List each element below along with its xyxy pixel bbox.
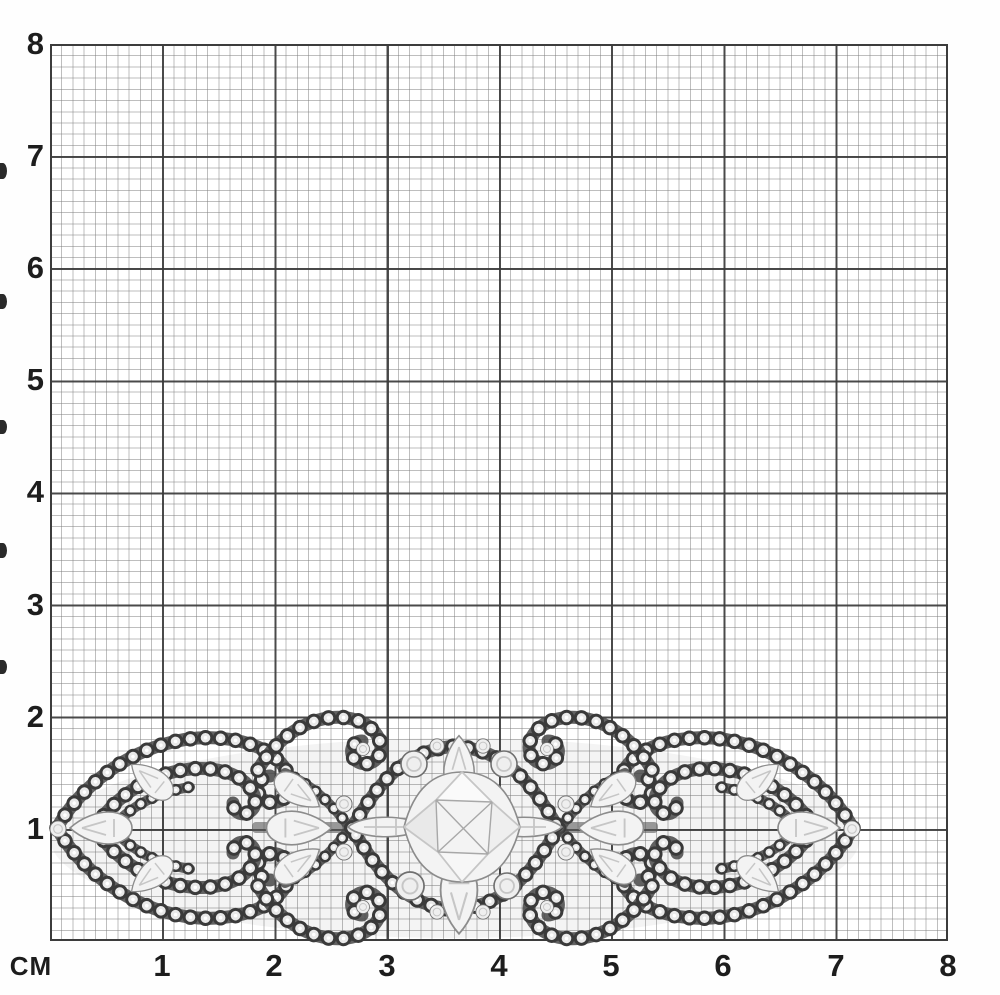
bottom-axis-tick: 2 — [265, 948, 283, 983]
cropped-label-artifact — [0, 294, 7, 309]
cropped-label-artifact — [0, 163, 7, 179]
left-axis-tick: 7 — [26, 138, 44, 173]
left-axis-tick: 5 — [26, 362, 44, 397]
left-axis-tick: 3 — [26, 587, 44, 622]
bottom-axis-tick: 8 — [939, 948, 957, 983]
unit-label: CM — [9, 951, 53, 981]
cropped-label-artifact — [0, 420, 7, 434]
cropped-label-artifact — [0, 543, 7, 558]
bottom-axis-tick: 6 — [714, 948, 732, 983]
left-axis-tick: 8 — [26, 26, 44, 61]
bottom-axis-tick: 3 — [378, 948, 396, 983]
bottom-axis-tick: 7 — [827, 948, 845, 983]
left-axis-tick: 6 — [26, 250, 44, 285]
bottom-axis-tick: 4 — [490, 948, 508, 983]
left-axis-tick: 1 — [26, 811, 44, 846]
bottom-axis-tick: 1 — [153, 948, 171, 983]
left-axis-tick: 2 — [26, 699, 44, 734]
cropped-label-artifact — [0, 660, 7, 674]
left-axis-tick: 4 — [26, 474, 44, 509]
millimeter-grid — [50, 44, 948, 941]
bottom-axis-tick: 5 — [602, 948, 620, 983]
